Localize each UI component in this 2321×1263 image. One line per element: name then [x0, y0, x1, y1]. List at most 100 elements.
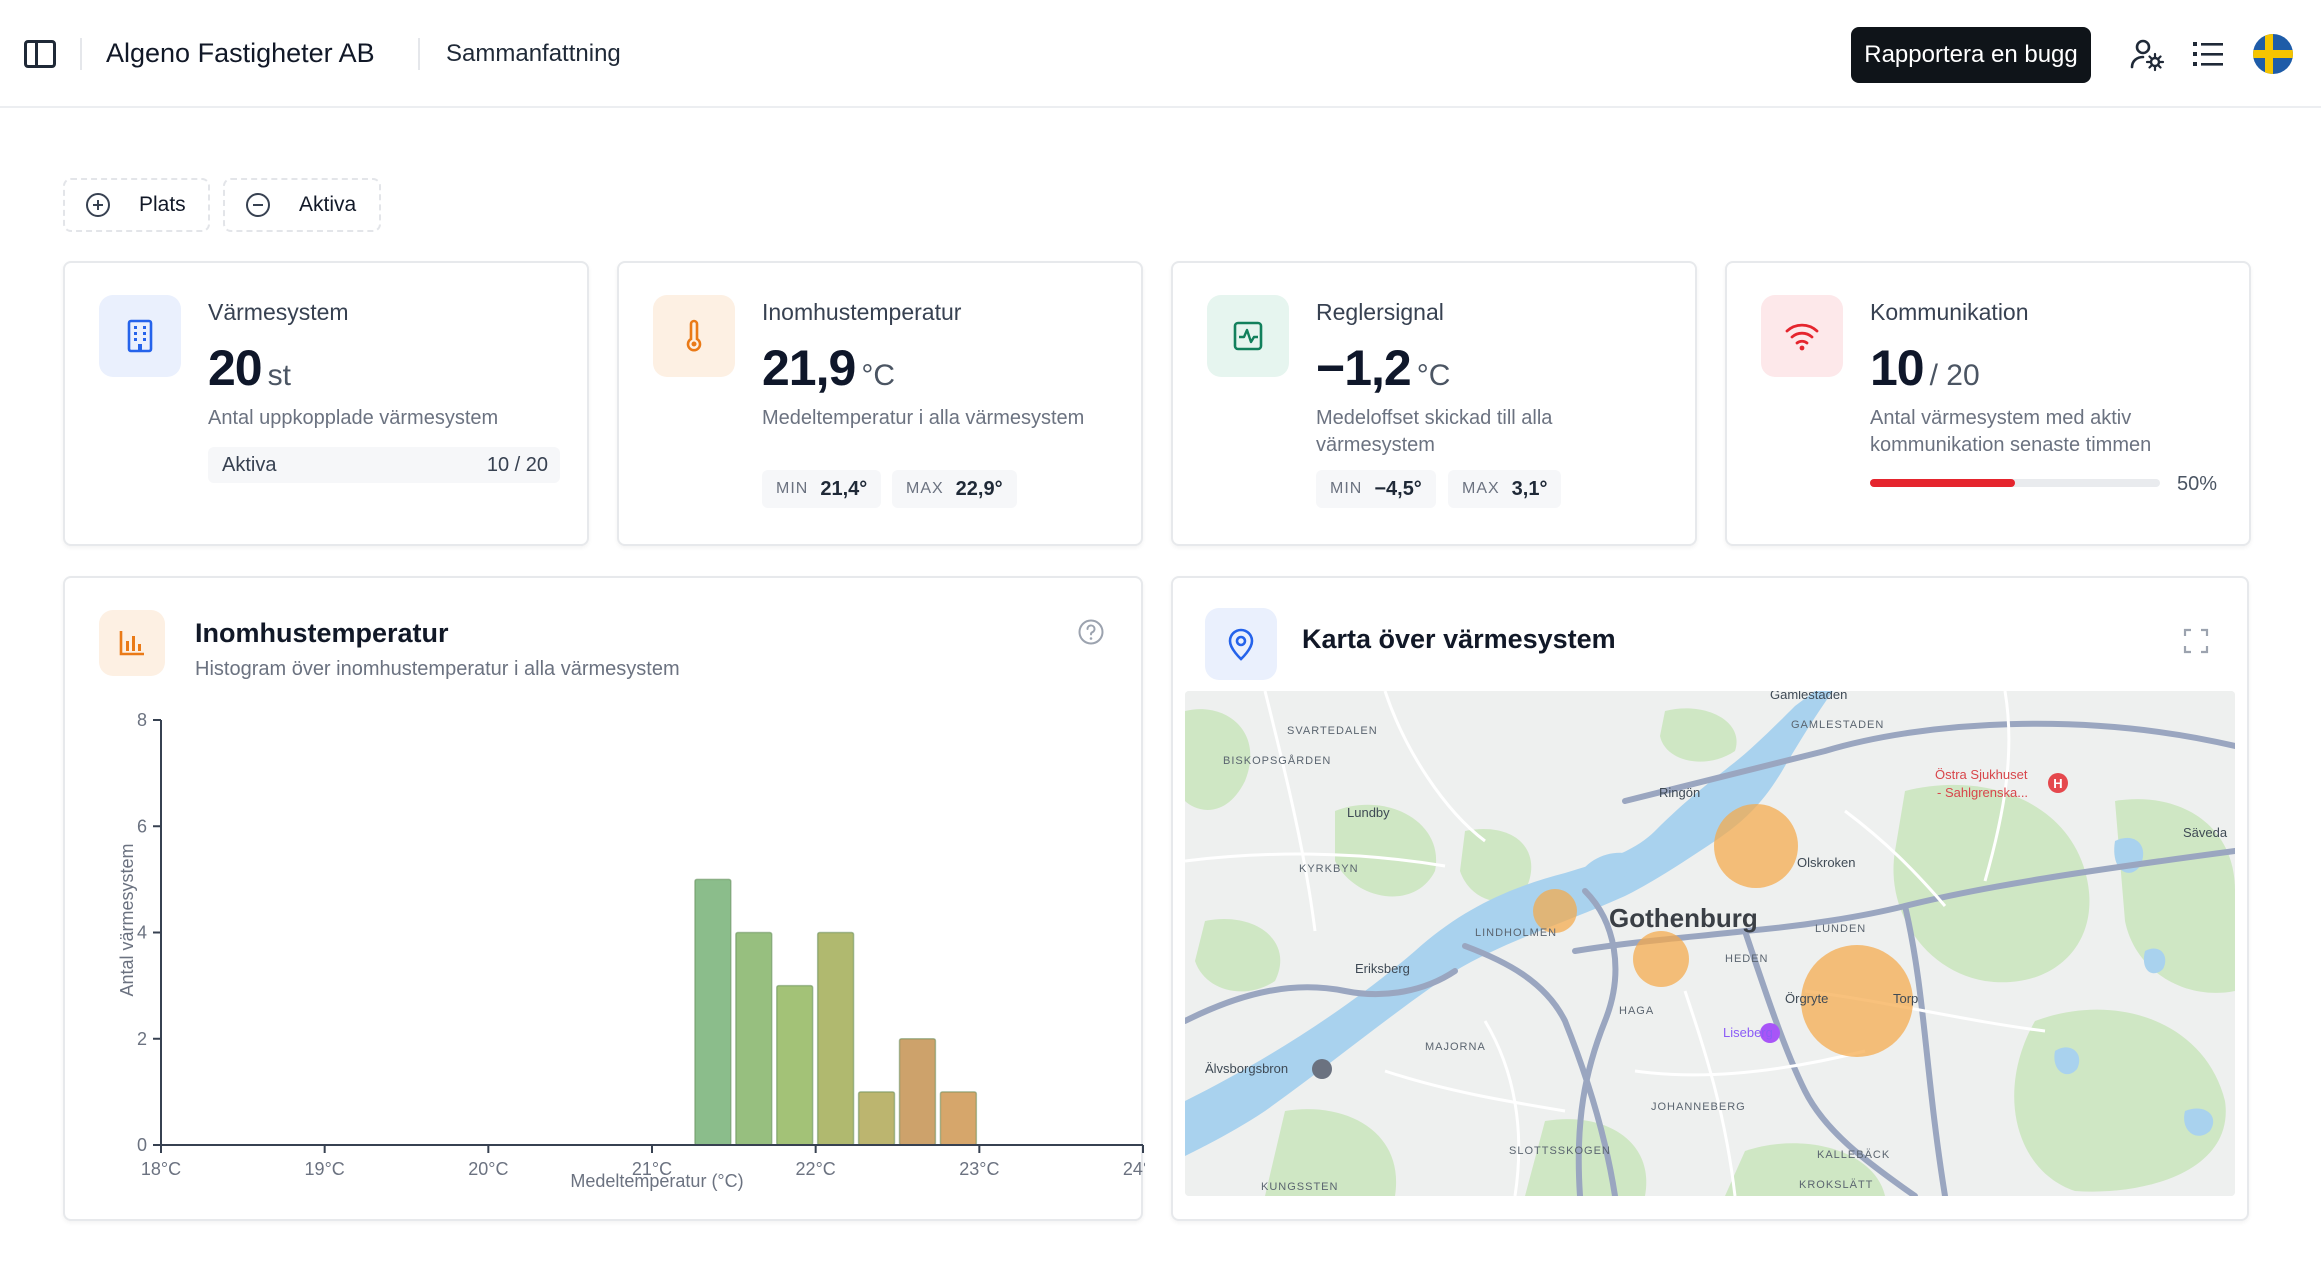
- map-city-label: Gothenburg: [1609, 903, 1758, 933]
- min-label: MIN: [776, 480, 809, 497]
- y-tick-label: 6: [137, 816, 147, 836]
- min-label: MIN: [1330, 480, 1363, 497]
- sweden-flag-icon[interactable]: [2253, 34, 2293, 74]
- y-tick-label: 0: [137, 1135, 147, 1155]
- user-settings-icon[interactable]: [2129, 36, 2165, 72]
- map-label: GAMLESTADEN: [1791, 719, 1885, 731]
- stat-title: Kommunikation: [1870, 299, 2029, 325]
- map-label: KALLEBÄCK: [1817, 1149, 1891, 1161]
- wifi-icon: [1761, 295, 1843, 377]
- map-label: SLOTTSSKOGEN: [1509, 1145, 1611, 1157]
- list-icon[interactable]: [2190, 36, 2226, 72]
- filter-plats[interactable]: Plats: [63, 178, 210, 232]
- histogram-bar[interactable]: [694, 878, 732, 1146]
- map-label: BISKOPSGÅRDEN: [1223, 755, 1332, 767]
- stat-number: 10: [1870, 340, 1925, 396]
- stat-unit: / 20: [1929, 359, 1980, 392]
- organization-name[interactable]: Algeno Fastigheter AB: [106, 38, 375, 68]
- map-label: Eriksberg: [1355, 961, 1410, 976]
- x-tick-label: 21°C: [632, 1159, 672, 1179]
- stat-description: Antal uppkopplade värmesystem: [208, 407, 499, 429]
- map-label: LINDHOLMEN: [1475, 927, 1558, 939]
- progress-fill: [1870, 479, 2015, 487]
- max-pill: MAX 3,1°: [1448, 470, 1562, 508]
- max-label: MAX: [1462, 480, 1500, 497]
- sidebar-toggle-icon[interactable]: [24, 40, 56, 68]
- map-marker[interactable]: [1533, 889, 1577, 933]
- header-divider: [80, 38, 82, 70]
- amusement-park-marker: [1760, 1023, 1780, 1043]
- stat-description: Medeltemperatur i alla värmesystem: [762, 407, 1085, 429]
- x-axis-label: Medeltemperatur (°C): [570, 1171, 743, 1191]
- map-markers: [1533, 804, 1913, 1057]
- map-label: Liseberg: [1723, 1025, 1773, 1040]
- stat-card-indoor-temperature: Inomhustemperatur 21,9 °C Medeltemperatur…: [617, 261, 1143, 546]
- min-value: 21,4°: [820, 477, 868, 500]
- report-bug-button[interactable]: Rapportera en bugg: [1851, 27, 2091, 83]
- stat-card-communication: Kommunikation 10/ 20 Antal värmesystem m…: [1725, 261, 2251, 546]
- map-view[interactable]: H Gamlestaden GAMLESTADEN SVARTEDALEN BI…: [1185, 691, 2235, 1196]
- filter-label: Aktiva: [299, 193, 357, 216]
- map-label: SVARTEDALEN: [1287, 725, 1378, 737]
- map-marker[interactable]: [1801, 945, 1913, 1057]
- active-value: 10 / 20: [486, 454, 548, 476]
- map-marker[interactable]: [1633, 931, 1689, 987]
- map-label: Älvsborgsbron: [1205, 1061, 1289, 1076]
- top-bar: Algeno Fastigheter AB Sammanfattning Rap…: [0, 0, 2321, 108]
- active-label: Aktiva: [222, 454, 277, 476]
- fullscreen-icon[interactable]: [2183, 628, 2209, 654]
- stat-number: 20: [208, 340, 263, 396]
- histogram-bar[interactable]: [735, 931, 773, 1146]
- header-divider: [418, 38, 420, 70]
- map-card: Karta över värmesystem: [1171, 576, 2249, 1221]
- breadcrumb: Sammanfattning: [446, 40, 621, 67]
- max-pill: MAX 22,9°: [892, 470, 1017, 508]
- stat-value: 21,9 °C: [762, 339, 895, 397]
- stat-unit: st: [267, 359, 291, 392]
- building-icon: [99, 295, 181, 377]
- hospital-marker: [2048, 773, 2068, 793]
- map-label: - Sahlgrenska...: [1937, 785, 2029, 800]
- map-label: Gamlestaden: [1770, 691, 1848, 702]
- x-tick-label: 20°C: [468, 1159, 508, 1179]
- map-marker[interactable]: [1714, 804, 1798, 888]
- filter-aktiva[interactable]: Aktiva: [223, 178, 381, 232]
- stat-title: Värmesystem: [208, 299, 349, 325]
- thermometer-icon: [653, 295, 735, 377]
- min-value: −4,5°: [1374, 477, 1422, 500]
- histogram-bar[interactable]: [857, 1091, 896, 1146]
- stat-card-control-signal: Reglersignal −1,2 °C Medeloffset skickad …: [1171, 261, 1697, 546]
- stat-title: Reglersignal: [1316, 299, 1444, 325]
- map-label: KYRKBYN: [1299, 863, 1359, 875]
- stat-number: −1,2: [1316, 340, 1412, 396]
- map-label: JOHANNEBERG: [1651, 1101, 1746, 1113]
- map-label: MAJORNA: [1425, 1041, 1486, 1053]
- y-tick-label: 2: [137, 1029, 147, 1049]
- help-circle-icon[interactable]: [1077, 618, 1105, 646]
- histogram-card: Inomhustemperatur Histogram över inomhus…: [63, 576, 1145, 1221]
- histogram-subtitle: Histogram över inomhustemperatur i alla …: [195, 658, 680, 680]
- bar-chart-icon: [99, 610, 165, 676]
- map-label: Lundby: [1347, 805, 1390, 820]
- x-tick-label: 24°C: [1123, 1159, 1145, 1179]
- stat-unit: °C: [861, 359, 895, 392]
- map-label: Ringön: [1659, 785, 1701, 800]
- active-systems-row: Aktiva 10 / 20: [208, 447, 560, 483]
- y-tick-label: 8: [137, 710, 147, 730]
- communication-progress-bar: [1870, 479, 2160, 487]
- map-label: Östra Sjukhuset: [1935, 767, 2028, 782]
- histogram-bar[interactable]: [898, 1038, 937, 1146]
- map-tiles: H: [1185, 691, 2235, 1196]
- bridge-marker: [1312, 1059, 1332, 1079]
- min-pill: MIN −4,5°: [1316, 470, 1436, 508]
- histogram-bar[interactable]: [816, 931, 855, 1146]
- histogram-bar[interactable]: [776, 984, 814, 1146]
- map-label: LUNDEN: [1815, 923, 1867, 935]
- histogram-bar[interactable]: [939, 1091, 978, 1146]
- progress-percent: 50%: [2177, 473, 2218, 495]
- stat-value: −1,2 °C: [1316, 339, 1450, 397]
- activity-icon: [1207, 295, 1289, 377]
- map-title: Karta över värmesystem: [1302, 624, 1616, 654]
